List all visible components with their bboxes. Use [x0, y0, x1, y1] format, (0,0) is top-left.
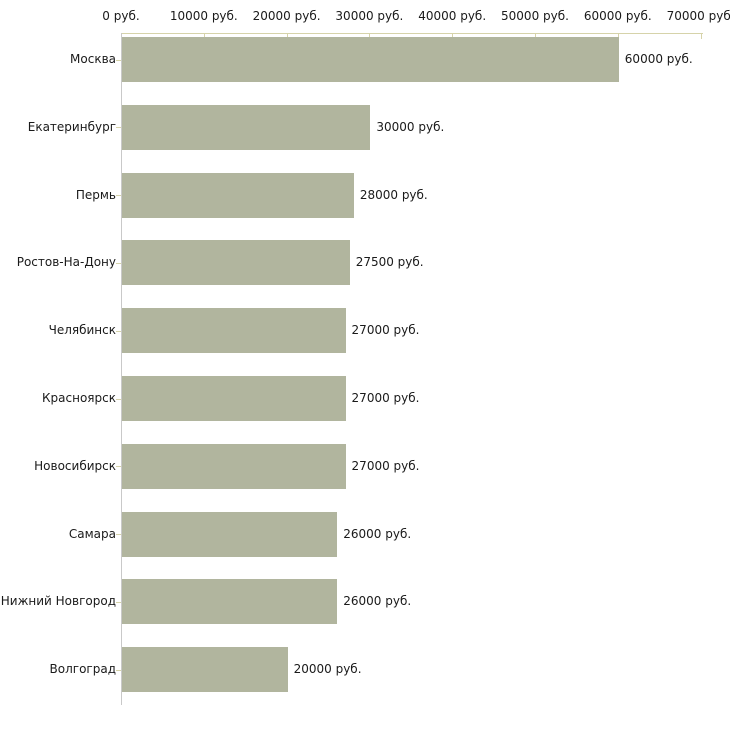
category-tick-mark: [116, 669, 121, 671]
category-label: Пермь: [75, 187, 116, 202]
value-label: 26000 руб.: [343, 526, 412, 541]
value-label: 27000 руб.: [351, 458, 420, 473]
category-label: Ростов-На-Дону: [16, 255, 116, 270]
category-tick-mark: [116, 262, 121, 264]
bar: [122, 104, 371, 150]
category-tick-mark: [116, 466, 121, 468]
bar: [122, 443, 346, 489]
x-tick-mark: [452, 34, 454, 39]
x-tick-label: 50000 руб.: [501, 9, 569, 23]
x-tick-mark: [700, 34, 702, 39]
category-tick-mark: [116, 127, 121, 129]
x-tick-label: 40000 руб.: [418, 9, 487, 23]
category-tick-mark: [116, 398, 121, 400]
bar: [122, 240, 350, 286]
x-tick-label: 20000 руб.: [252, 9, 321, 23]
x-tick-label: 60000 руб.: [583, 9, 652, 23]
category-tick-mark: [116, 601, 121, 603]
category-tick-mark: [116, 59, 121, 61]
value-label: 60000 руб.: [624, 52, 693, 66]
x-tick-mark: [286, 34, 288, 39]
x-axis-line: [121, 33, 703, 34]
category-label: Волгоград: [49, 662, 116, 677]
x-tick-mark: [535, 34, 536, 39]
value-label: 30000 руб.: [376, 119, 445, 134]
category-label: Челябинск: [48, 323, 116, 338]
value-label: 27000 руб.: [351, 323, 420, 338]
bar: [122, 308, 346, 354]
value-label: 26000 руб.: [343, 594, 412, 609]
x-tick-label: 0 руб.: [102, 9, 140, 23]
bar: [122, 37, 619, 82]
x-tick-label: 30000 руб.: [335, 9, 404, 23]
category-tick-mark: [116, 534, 121, 536]
category-label: Красноярск: [42, 391, 116, 405]
category-label: Москва: [70, 52, 116, 66]
bar: [122, 376, 346, 421]
category-label: Новосибирск: [34, 458, 116, 473]
category-label: Нижний Новгород: [0, 594, 116, 609]
x-tick-label: 70000 руб.: [666, 9, 730, 23]
y-axis-line: [121, 33, 122, 705]
value-label: 20000 руб.: [293, 662, 362, 677]
x-tick-label: 10000 руб.: [169, 9, 238, 23]
category-label: Самара: [68, 526, 116, 541]
bar: [122, 172, 354, 218]
x-tick-mark: [369, 34, 371, 39]
value-label: 28000 руб.: [359, 187, 428, 202]
bar: [122, 579, 338, 625]
x-tick-mark: [203, 34, 205, 39]
category-tick-mark: [116, 195, 121, 197]
bar: [122, 647, 288, 693]
value-label: 27000 руб.: [351, 391, 420, 405]
x-tick-mark: [617, 34, 619, 39]
value-label: 27500 руб.: [355, 255, 424, 270]
bar: [122, 511, 338, 557]
category-tick-mark: [116, 330, 121, 332]
category-label: Екатеринбург: [27, 119, 116, 134]
